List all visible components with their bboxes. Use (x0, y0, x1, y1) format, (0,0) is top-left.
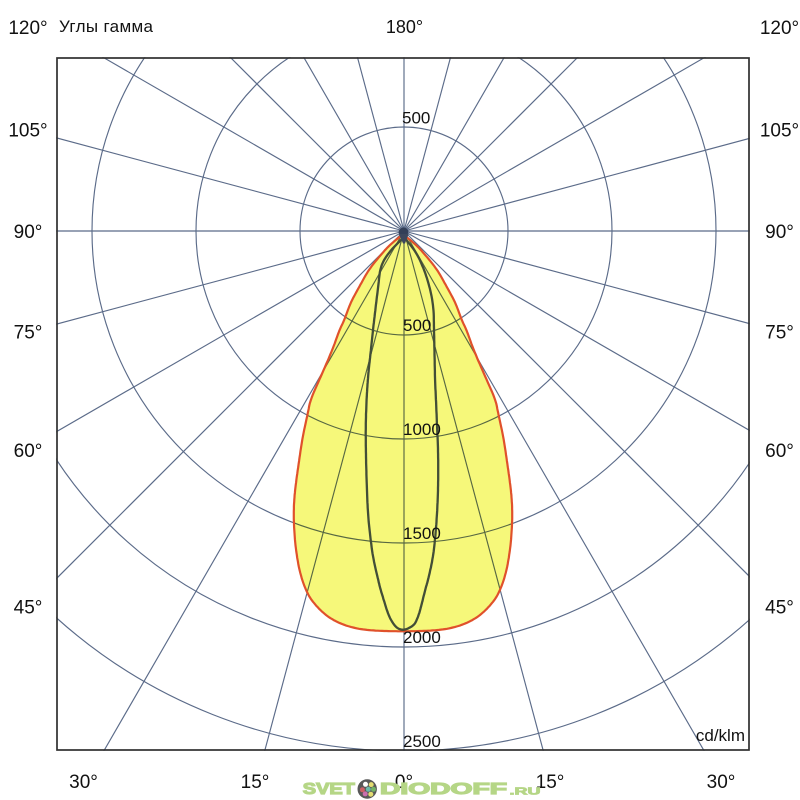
svg-text:30°: 30° (707, 772, 736, 793)
svg-text:15°: 15° (241, 772, 270, 793)
svg-text:Углы гамма: Углы гамма (59, 17, 154, 36)
svg-text:45°: 45° (765, 598, 794, 619)
svg-text:120°: 120° (8, 18, 47, 39)
svg-text:30°: 30° (69, 772, 98, 793)
svg-text:15°: 15° (536, 772, 565, 793)
svg-text:90°: 90° (14, 222, 43, 243)
svg-text:75°: 75° (14, 323, 43, 344)
svg-text:cd/klm: cd/klm (696, 726, 745, 745)
svg-text:105°: 105° (8, 120, 47, 141)
svg-text:180°: 180° (386, 17, 423, 37)
svg-text:1500: 1500 (403, 524, 441, 543)
svg-text:60°: 60° (14, 441, 43, 462)
svg-text:DIODOFF: DIODOFF (380, 781, 507, 798)
svg-text:0°: 0° (395, 772, 413, 793)
svg-text:90°: 90° (765, 222, 794, 243)
svg-text:2000: 2000 (403, 628, 441, 647)
svg-text:500: 500 (403, 316, 431, 335)
svg-text:45°: 45° (14, 598, 43, 619)
svg-text:.RU: .RU (510, 785, 541, 797)
svg-text:60°: 60° (765, 441, 794, 462)
svg-text:2500: 2500 (403, 732, 441, 751)
svg-text:SVET: SVET (303, 781, 356, 798)
svg-text:105°: 105° (760, 120, 799, 141)
svg-text:120°: 120° (760, 18, 799, 39)
svg-text:500: 500 (402, 109, 430, 128)
svg-text:75°: 75° (765, 323, 794, 344)
svg-text:1000: 1000 (403, 420, 441, 439)
